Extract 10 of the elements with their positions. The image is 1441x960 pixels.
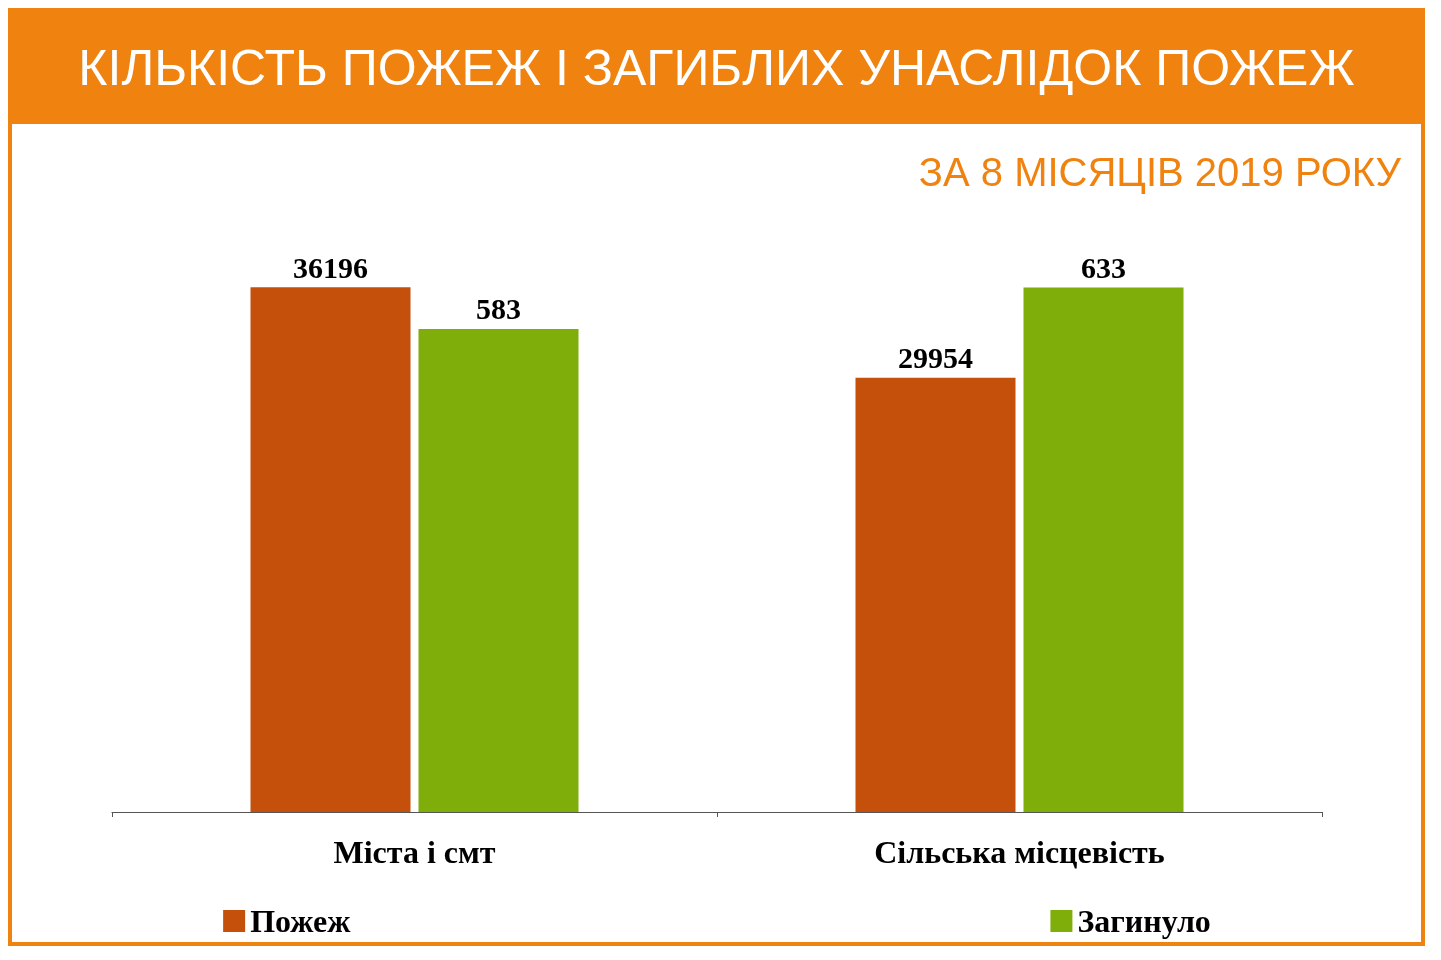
chart-subtitle: ЗА 8 МІСЯЦІВ 2019 РОКУ (918, 150, 1401, 195)
data-label: 583 (476, 292, 521, 326)
legend-label: Пожеж (250, 903, 352, 939)
data-label: 36196 (293, 250, 368, 284)
data-label: 633 (1081, 251, 1126, 285)
chart-title: КІЛЬКІСТЬ ПОЖЕЖ І ЗАГИБЛИХ УНАСЛІДОК ПОЖЕЖ (12, 12, 1421, 124)
data-label: 29954 (898, 341, 973, 375)
x-tick-label: Сільська місцевість (874, 834, 1165, 870)
x-tick-label: Міста і смт (333, 834, 496, 870)
legend-label: Загинуло (1077, 903, 1211, 939)
